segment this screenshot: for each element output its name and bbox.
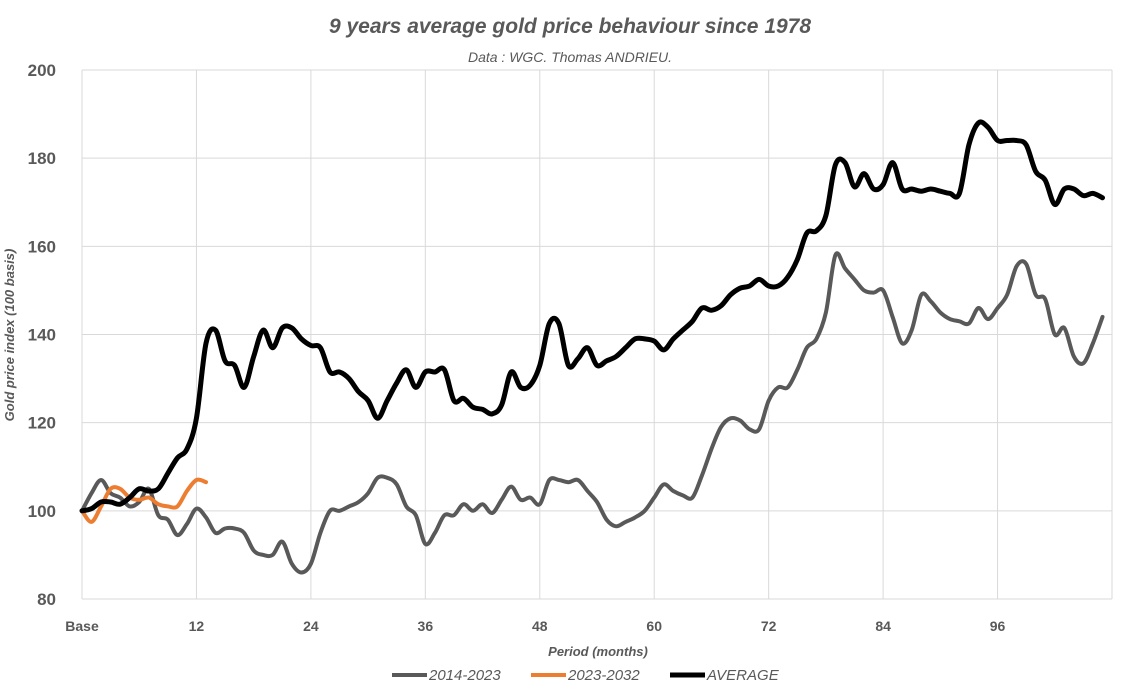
y-tick-label: 160 — [28, 237, 56, 256]
legend-label: 2014-2023 — [428, 667, 501, 684]
y-tick-label: 120 — [28, 414, 56, 433]
x-tick-label: 84 — [875, 618, 891, 634]
series-line-2023-2032 — [80, 477, 208, 524]
x-tick-label: 96 — [990, 618, 1006, 634]
legend-label: AVERAGE — [706, 667, 780, 684]
legend: 2014-2023 2023-2032 AVERAGE — [392, 667, 780, 684]
series-line-average — [79, 119, 1105, 514]
series-line-2014-2023 — [80, 251, 1105, 575]
y-tick-label: 100 — [28, 502, 56, 521]
x-tick-label: 72 — [761, 618, 777, 634]
chart-title: 9 years average gold price behaviour sin… — [329, 15, 811, 38]
y-axis-label: Gold price index (100 basis) — [2, 249, 17, 422]
x-axis-ticks: Base 12 24 36 48 60 72 84 96 — [65, 618, 1005, 634]
x-tick-label: 12 — [189, 618, 205, 634]
y-tick-label: 200 — [28, 61, 56, 80]
legend-label: 2023-2032 — [567, 667, 640, 684]
x-tick-label: 24 — [303, 618, 319, 634]
y-tick-label: 140 — [28, 326, 56, 345]
x-axis-label: Period (months) — [548, 644, 648, 659]
gridlines — [81, 69, 1113, 600]
chart-subtitle: Data : WGC. Thomas ANDRIEU. — [468, 49, 672, 65]
y-axis-ticks: 80 100 120 140 160 180 200 — [28, 61, 56, 609]
y-tick-label: 80 — [37, 590, 56, 609]
x-tick-label: 60 — [646, 618, 662, 634]
x-tick-label: 36 — [418, 618, 434, 634]
x-tick-label: Base — [65, 618, 99, 634]
series-lines — [79, 119, 1105, 575]
y-tick-label: 180 — [28, 149, 56, 168]
x-tick-label: 48 — [532, 618, 548, 634]
